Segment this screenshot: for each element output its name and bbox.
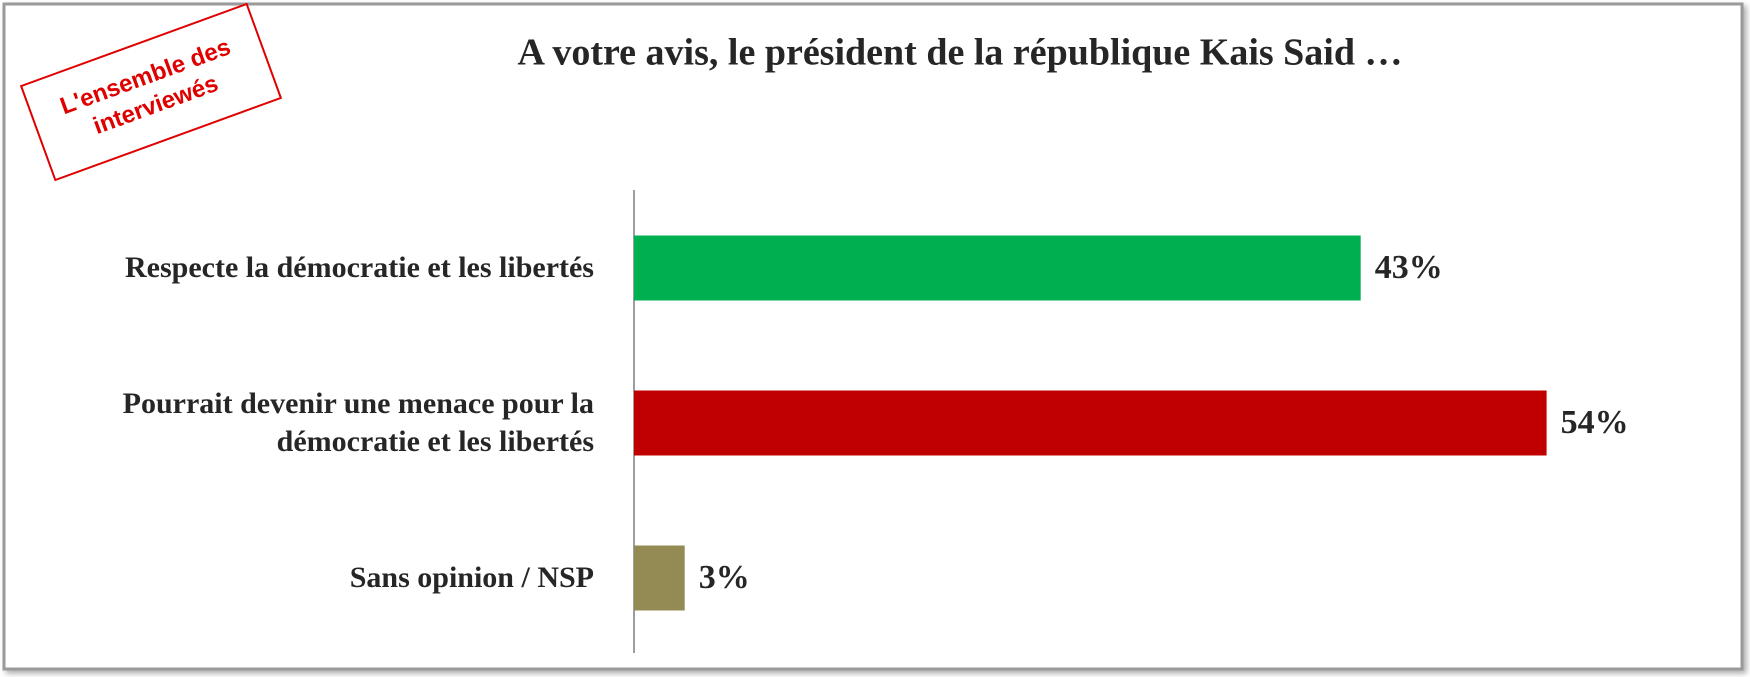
value-label: 3% (699, 559, 750, 596)
chart-title: A votre avis, le président de la républi… (518, 32, 1403, 74)
category-label: démocratie et les libertés (277, 425, 594, 458)
category-label: Respecte la démocratie et les libertés (125, 251, 594, 284)
bar (634, 235, 1361, 301)
value-label: 43% (1375, 249, 1443, 286)
value-label: 54% (1561, 404, 1629, 441)
badge-box (19, 2, 283, 182)
bar (634, 390, 1547, 456)
category-label: Sans opinion / NSP (350, 561, 594, 594)
bar (634, 545, 685, 611)
category-label: Pourrait devenir une menace pour la (123, 387, 594, 420)
